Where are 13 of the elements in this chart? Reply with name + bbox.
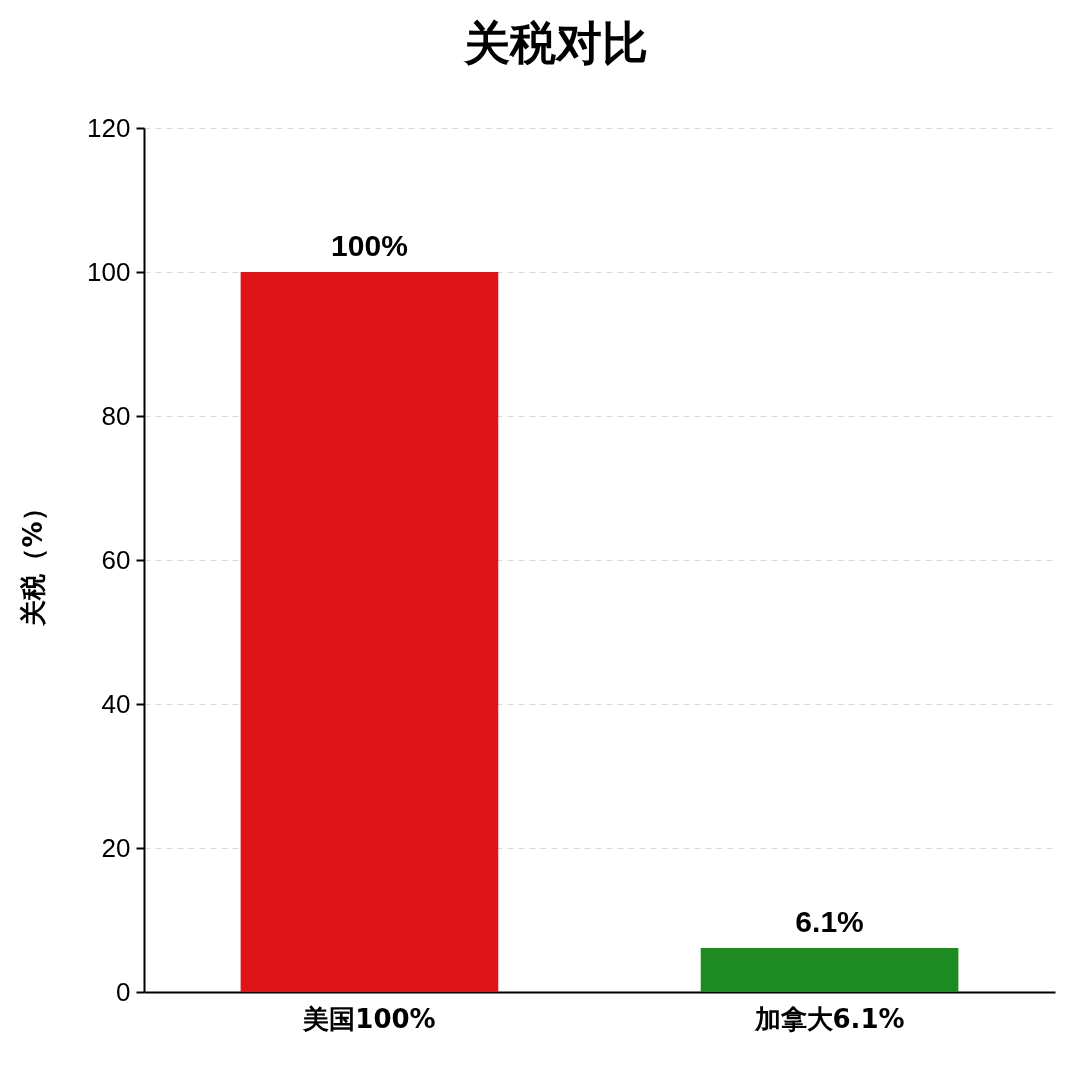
y-tick-label: 0 — [116, 976, 131, 1007]
y-axis-title: 关税（%） — [18, 495, 49, 627]
y-tick-label: 40 — [101, 688, 131, 719]
y-tick-label: 80 — [101, 400, 131, 431]
x-tick-label: 加拿大6.1% — [753, 1003, 905, 1034]
y-tick-label: 60 — [101, 544, 131, 575]
data-label: 100% — [331, 229, 408, 262]
y-tick-label: 120 — [87, 112, 131, 143]
chart-title: 关税对比 — [462, 16, 648, 70]
data-label: 6.1% — [795, 905, 864, 939]
x-tick-label: 美国100% — [302, 1003, 436, 1034]
y-tick-label: 100 — [87, 256, 131, 287]
y-tick-label: 20 — [101, 832, 131, 863]
